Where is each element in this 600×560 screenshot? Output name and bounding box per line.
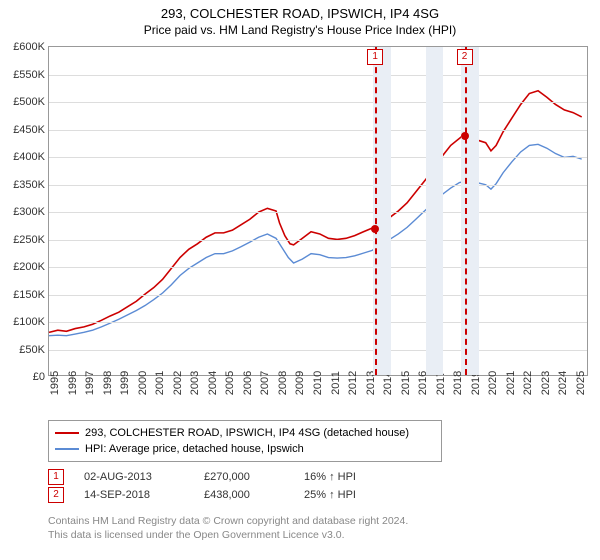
chart-plot-area: £0£50K£100K£150K£200K£250K£300K£350K£400… xyxy=(48,46,588,376)
y-tick-label: £100K xyxy=(13,316,45,328)
y-tick-label: £550K xyxy=(13,69,45,81)
y-tick-label: £450K xyxy=(13,124,45,136)
y-tick-label: £0 xyxy=(33,371,45,383)
legend-item: HPI: Average price, detached house, Ipsw… xyxy=(55,441,435,457)
x-tick-label: 1998 xyxy=(102,371,114,395)
y-gridline xyxy=(49,322,587,323)
sale-delta: 25% ↑ HPI xyxy=(304,489,356,501)
sale-price: £270,000 xyxy=(204,471,284,483)
x-tick-label: 1997 xyxy=(84,371,96,395)
sales-table: 1 02-AUG-2013 £270,000 16% ↑ HPI 2 14-SEP-201… xyxy=(48,468,356,504)
chart-legend: 293, COLCHESTER ROAD, IPSWICH, IP4 4SG (… xyxy=(48,420,442,462)
x-tick-label: 2007 xyxy=(259,371,271,395)
legend-swatch xyxy=(55,448,79,450)
x-tick-label: 2025 xyxy=(575,371,587,395)
y-tick-label: £50K xyxy=(19,344,45,356)
x-tick-label: 2009 xyxy=(294,371,306,395)
x-tick-label: 2023 xyxy=(540,371,552,395)
y-gridline xyxy=(49,102,587,103)
x-tick-label: 2001 xyxy=(154,371,166,395)
x-tick-label: 2003 xyxy=(189,371,201,395)
sale-row: 1 02-AUG-2013 £270,000 16% ↑ HPI xyxy=(48,468,356,486)
x-tick-label: 1999 xyxy=(119,371,131,395)
y-tick-label: £250K xyxy=(13,234,45,246)
y-gridline xyxy=(49,267,587,268)
y-tick-label: £350K xyxy=(13,179,45,191)
legend-item: 293, COLCHESTER ROAD, IPSWICH, IP4 4SG (… xyxy=(55,425,435,441)
x-tick-label: 1995 xyxy=(49,371,61,395)
x-tick-label: 2004 xyxy=(207,371,219,395)
chart-title: 293, COLCHESTER ROAD, IPSWICH, IP4 4SG xyxy=(0,0,600,21)
y-tick-label: £600K xyxy=(13,41,45,53)
event-marker-number: 1 xyxy=(367,49,383,65)
sale-delta: 16% ↑ HPI xyxy=(304,471,356,483)
x-tick-label: 2015 xyxy=(400,371,412,395)
y-tick-label: £150K xyxy=(13,289,45,301)
footer-line-2: This data is licensed under the Open Gov… xyxy=(48,528,408,542)
legend-swatch xyxy=(55,432,79,434)
y-gridline xyxy=(49,212,587,213)
footer-line-1: Contains HM Land Registry data © Crown c… xyxy=(48,514,408,528)
event-marker-point xyxy=(461,132,469,140)
sale-price: £438,000 xyxy=(204,489,284,501)
y-tick-label: £300K xyxy=(13,206,45,218)
y-gridline xyxy=(49,75,587,76)
chart-lines xyxy=(49,47,587,375)
x-tick-label: 2011 xyxy=(330,371,342,395)
y-gridline xyxy=(49,185,587,186)
x-tick-label: 2012 xyxy=(347,371,359,395)
sale-number: 1 xyxy=(48,469,64,485)
y-tick-label: £400K xyxy=(13,151,45,163)
sale-number: 2 xyxy=(48,487,64,503)
x-tick-label: 2005 xyxy=(224,371,236,395)
x-tick-label: 2008 xyxy=(277,371,289,395)
event-marker-point xyxy=(371,225,379,233)
x-tick-label: 1996 xyxy=(67,371,79,395)
event-marker-number: 2 xyxy=(457,49,473,65)
x-tick-label: 2010 xyxy=(312,371,324,395)
x-tick-label: 2002 xyxy=(172,371,184,395)
x-tick-label: 2021 xyxy=(505,371,517,395)
y-tick-label: £200K xyxy=(13,261,45,273)
x-tick-label: 2006 xyxy=(242,371,254,395)
event-line xyxy=(375,47,377,375)
sale-date: 14-SEP-2018 xyxy=(84,489,184,501)
x-tick-label: 2020 xyxy=(487,371,499,395)
x-tick-label: 2022 xyxy=(522,371,534,395)
event-line xyxy=(465,47,467,375)
y-tick-label: £500K xyxy=(13,96,45,108)
sale-row: 2 14-SEP-2018 £438,000 25% ↑ HPI xyxy=(48,486,356,504)
y-gridline xyxy=(49,157,587,158)
y-gridline xyxy=(49,240,587,241)
chart-subtitle: Price paid vs. HM Land Registry's House … xyxy=(0,21,600,37)
x-tick-label: 2000 xyxy=(137,371,149,395)
y-gridline xyxy=(49,350,587,351)
legend-label: HPI: Average price, detached house, Ipsw… xyxy=(85,441,304,457)
highlight-band xyxy=(426,47,444,375)
footer-attribution: Contains HM Land Registry data © Crown c… xyxy=(48,514,408,542)
legend-label: 293, COLCHESTER ROAD, IPSWICH, IP4 4SG (… xyxy=(85,425,409,441)
y-gridline xyxy=(49,295,587,296)
y-gridline xyxy=(49,130,587,131)
x-tick-label: 2024 xyxy=(557,371,569,395)
sale-date: 02-AUG-2013 xyxy=(84,471,184,483)
